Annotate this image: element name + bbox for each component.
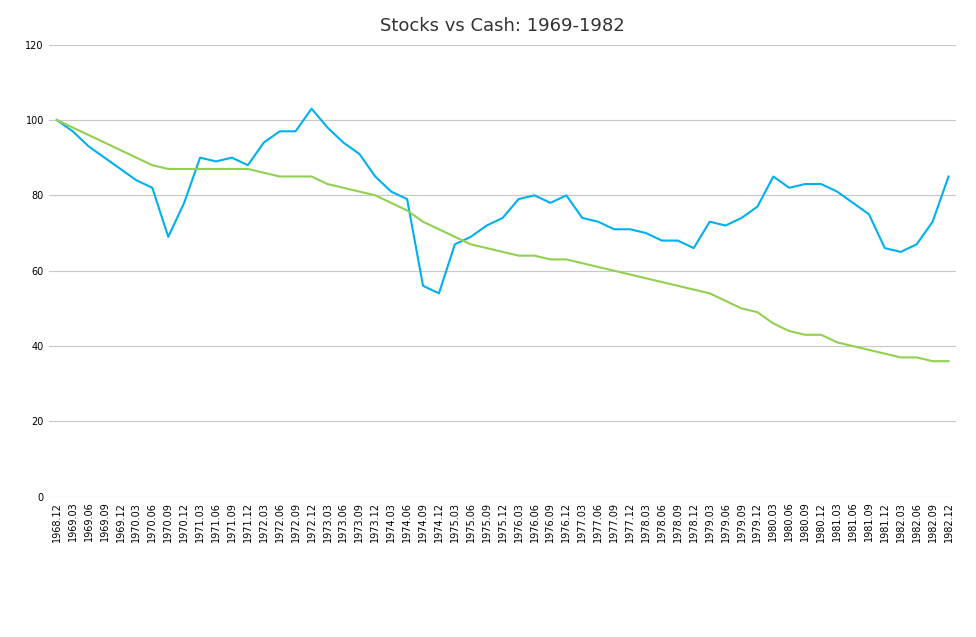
Title: Stocks vs Cash: 1969-1982: Stocks vs Cash: 1969-1982 xyxy=(381,17,625,34)
S&P 500 Adjusted for Inflation xyxy=(83,143,95,150)
Purchasing Power of a Dollar xyxy=(99,139,110,147)
Purchasing Power of a Dollar xyxy=(290,173,302,180)
Purchasing Power of a Dollar xyxy=(83,131,95,139)
S&P 500 Adjusted for Inflation xyxy=(688,244,700,252)
S&P 500 Adjusted for Inflation xyxy=(99,154,110,161)
Purchasing Power of a Dollar xyxy=(51,116,62,124)
S&P 500 Adjusted for Inflation xyxy=(433,289,445,297)
Line: S&P 500 Adjusted for Inflation: S&P 500 Adjusted for Inflation xyxy=(57,109,949,293)
S&P 500 Adjusted for Inflation xyxy=(305,105,317,113)
Purchasing Power of a Dollar xyxy=(943,357,955,365)
S&P 500 Adjusted for Inflation xyxy=(943,173,955,180)
Purchasing Power of a Dollar xyxy=(656,278,668,286)
S&P 500 Adjusted for Inflation xyxy=(290,127,302,135)
S&P 500 Adjusted for Inflation xyxy=(704,218,715,225)
S&P 500 Adjusted for Inflation xyxy=(51,116,62,124)
Purchasing Power of a Dollar xyxy=(671,282,683,290)
S&P 500 Adjusted for Inflation xyxy=(465,233,476,241)
Purchasing Power of a Dollar xyxy=(433,225,445,233)
Purchasing Power of a Dollar xyxy=(927,357,939,365)
Line: Purchasing Power of a Dollar: Purchasing Power of a Dollar xyxy=(57,120,949,361)
